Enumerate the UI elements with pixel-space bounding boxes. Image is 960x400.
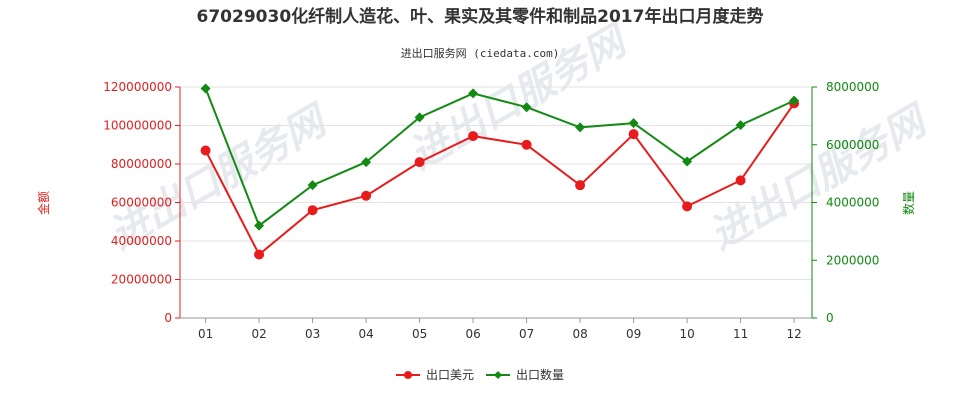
series-1-point-07 bbox=[521, 139, 532, 150]
left-tick-label: 20000000 bbox=[111, 273, 172, 287]
series-1-point-03 bbox=[307, 205, 318, 216]
series-line-2 bbox=[204, 88, 795, 228]
x-tick-label: 05 bbox=[412, 327, 427, 341]
series-2-point-11 bbox=[735, 120, 746, 131]
series-2-point-12 bbox=[789, 95, 800, 106]
series-1-point-01 bbox=[200, 145, 211, 156]
x-tick-label: 01 bbox=[198, 327, 213, 341]
right-tick-label: 6000000 bbox=[826, 138, 879, 152]
legend-label-2: 出口数量 bbox=[516, 367, 564, 382]
left-tick-label: 40000000 bbox=[111, 234, 172, 248]
series-1-point-11 bbox=[735, 175, 746, 186]
chart-subtitle: 进出口服务网 (ciedata.com) bbox=[401, 46, 560, 60]
right-axis-title: 数量 bbox=[901, 191, 916, 215]
x-tick-label: 09 bbox=[626, 327, 641, 341]
x-tick-label: 10 bbox=[679, 327, 694, 341]
axes: 0200000004000000060000000800000001000000… bbox=[36, 80, 916, 341]
series-1-point-10 bbox=[682, 201, 693, 212]
left-tick-label: 80000000 bbox=[111, 157, 172, 171]
legend-label-1: 出口美元 bbox=[426, 368, 474, 382]
left-tick-label: 60000000 bbox=[111, 196, 172, 210]
series-1-point-09 bbox=[628, 129, 639, 140]
series-1-point-02 bbox=[254, 249, 265, 260]
x-tick-label: 02 bbox=[251, 327, 266, 341]
series-2-point-09 bbox=[628, 118, 639, 129]
series-2-point-07 bbox=[521, 102, 532, 113]
series-layer bbox=[200, 83, 800, 260]
series-2-point-06 bbox=[468, 88, 479, 99]
x-tick-label: 08 bbox=[572, 327, 587, 341]
series-line-1 bbox=[204, 102, 795, 257]
legend-marker-2 bbox=[494, 371, 502, 379]
left-axis-title: 金额 bbox=[36, 191, 51, 215]
series-2-point-03 bbox=[307, 180, 318, 191]
legend-marker-1 bbox=[404, 371, 412, 379]
x-tick-label: 04 bbox=[358, 327, 373, 341]
left-tick-label: 0 bbox=[164, 311, 172, 325]
series-2-point-04 bbox=[361, 157, 372, 168]
x-tick-label: 12 bbox=[786, 327, 801, 341]
series-2-point-08 bbox=[575, 122, 586, 133]
series-1-point-05 bbox=[414, 157, 425, 168]
x-tick-label: 11 bbox=[733, 327, 748, 341]
right-tick-label: 8000000 bbox=[826, 80, 879, 94]
series-1-point-06 bbox=[468, 131, 479, 142]
right-tick-label: 0 bbox=[826, 311, 834, 325]
right-tick-label: 2000000 bbox=[826, 253, 879, 267]
series-2-point-02 bbox=[254, 220, 265, 231]
legend: 出口美元 出口数量 bbox=[396, 367, 564, 382]
x-tick-label: 07 bbox=[519, 327, 534, 341]
x-tick-label: 03 bbox=[305, 327, 320, 341]
chart-title: 67029030化纤制人造花、叶、果实及其零件和制品2017年出口月度走势 bbox=[197, 6, 764, 27]
right-tick-label: 4000000 bbox=[826, 196, 879, 210]
left-tick-label: 120000000 bbox=[103, 80, 172, 94]
series-2-point-01 bbox=[200, 83, 211, 94]
series-2-point-10 bbox=[682, 156, 693, 167]
series-2-point-05 bbox=[414, 112, 425, 123]
x-tick-label: 06 bbox=[465, 327, 480, 341]
series-1-point-04 bbox=[361, 190, 372, 201]
left-tick-label: 100000000 bbox=[103, 119, 172, 133]
series-1-point-08 bbox=[575, 180, 586, 191]
